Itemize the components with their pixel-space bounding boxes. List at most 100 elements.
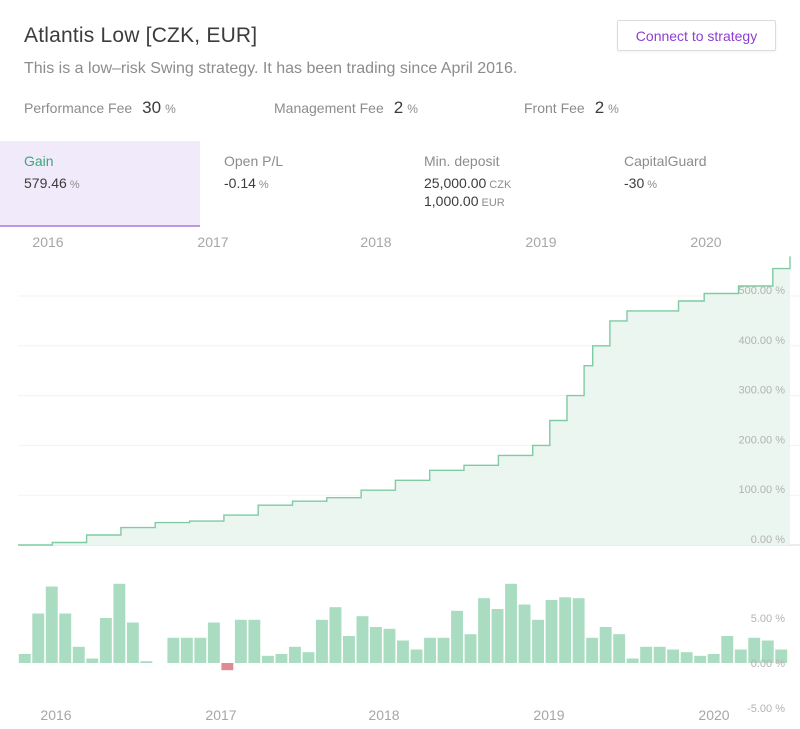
bar-positive xyxy=(180,637,193,663)
tab-min-deposit[interactable]: Min. deposit 25,000.00 CZK 1,000.00 EUR xyxy=(400,141,600,227)
bar-positive xyxy=(383,628,396,663)
tab-value: -0.14% xyxy=(224,175,269,191)
bar-positive xyxy=(275,654,288,663)
gain-line xyxy=(18,256,791,546)
front-fee: Front Fee 2 % xyxy=(524,98,619,118)
y-axis-label: 0.00 % xyxy=(751,534,785,546)
tab-value: -30% xyxy=(624,175,658,191)
bar-positive xyxy=(397,640,409,663)
bar-positive xyxy=(775,649,788,663)
bar-positive xyxy=(45,586,58,663)
bar-positive xyxy=(424,637,436,663)
bar-positive xyxy=(721,636,734,663)
x-axis-label-bottom: 2019 xyxy=(533,707,564,723)
tab-value: 579.46% xyxy=(24,175,80,191)
bar-positive xyxy=(707,654,720,663)
bar-positive xyxy=(451,610,463,663)
x-axis-label-top: 2019 xyxy=(525,234,556,250)
bar-positive xyxy=(518,604,531,663)
bar-positive xyxy=(86,658,99,663)
x-axis-label-top: 2017 xyxy=(197,234,228,250)
fee-value: 30 xyxy=(142,98,162,117)
bar-positive xyxy=(59,613,72,663)
bar-positive xyxy=(667,649,680,663)
x-axis-label-bottom: 2016 xyxy=(40,707,71,723)
connect-to-strategy-button[interactable]: Connect to strategy xyxy=(617,20,776,51)
stats-tabs: Gain 579.46% Open P/L -0.14% Min. deposi… xyxy=(0,141,800,227)
bar-positive xyxy=(126,622,139,663)
bar-positive xyxy=(410,649,423,663)
bar-positive xyxy=(640,646,653,663)
fee-value: 2 xyxy=(594,98,605,117)
tab-label: CapitalGuard xyxy=(624,153,707,169)
bar-positive xyxy=(356,616,369,663)
bar-positive xyxy=(599,627,612,663)
bar-negative xyxy=(221,663,234,671)
x-axis-label-top: 2020 xyxy=(690,234,721,250)
bar-positive xyxy=(167,637,180,663)
fee-unit: % xyxy=(407,102,418,116)
gain-chart: 2016 2017 2018 2019 2020 0.00 % 100.00 % 200.00… xyxy=(18,234,800,723)
fee-unit: % xyxy=(608,102,619,116)
bar-positive xyxy=(194,637,207,663)
bar-positive xyxy=(586,637,599,663)
tab-label: Gain xyxy=(24,153,54,169)
tab-value: 25,000.00 CZK xyxy=(424,175,512,191)
bar-positive xyxy=(545,600,558,663)
bar-positive xyxy=(559,597,572,663)
tab-label: Open P/L xyxy=(224,153,284,169)
strategy-title: Atlantis Low [CZK, EUR] xyxy=(24,24,258,47)
bar-positive xyxy=(234,619,247,663)
bar-positive xyxy=(99,618,112,663)
x-axis-label-top: 2018 xyxy=(360,234,391,250)
bar-positive xyxy=(464,634,477,663)
bar-positive xyxy=(626,658,639,663)
bar-positive xyxy=(248,619,261,663)
bar-positive xyxy=(207,622,220,663)
bar-positive xyxy=(262,655,274,663)
bar-positive xyxy=(316,619,328,663)
bar-positive xyxy=(532,619,544,663)
bar-y-axis-label: -5.00 % xyxy=(747,703,785,715)
y-axis-label: 500.00 % xyxy=(739,285,786,297)
tab-capitalguard[interactable]: CapitalGuard -30% xyxy=(600,141,800,227)
fee-value: 2 xyxy=(393,98,404,117)
bar-positive xyxy=(289,646,301,663)
gain-area-fill xyxy=(18,256,790,545)
bar-positive xyxy=(140,661,153,663)
bar-positive xyxy=(761,640,774,663)
strategy-subtitle: This is a low–risk Swing strategy. It ha… xyxy=(24,60,518,77)
x-axis-label-bottom: 2020 xyxy=(698,707,729,723)
bar-positive xyxy=(653,646,666,663)
bar-positive xyxy=(572,598,585,663)
management-fee: Management Fee 2 % xyxy=(274,98,418,118)
y-axis-label: 200.00 % xyxy=(739,434,786,446)
tab-gain[interactable]: Gain 579.46% xyxy=(0,141,200,227)
fee-unit: % xyxy=(165,102,176,116)
bar-positive xyxy=(680,652,693,663)
bar-positive xyxy=(613,634,626,663)
y-axis-label: 300.00 % xyxy=(739,385,786,397)
bar-positive xyxy=(72,646,85,663)
bar-positive xyxy=(694,655,707,663)
y-axis-label: 400.00 % xyxy=(739,335,786,347)
fee-label: Performance Fee xyxy=(24,100,133,116)
bar-positive xyxy=(343,636,355,663)
bar-positive xyxy=(437,637,450,663)
bar-y-axis-label: 5.00 % xyxy=(751,613,785,625)
bar-positive xyxy=(18,654,31,663)
bar-positive xyxy=(491,609,504,663)
x-axis-label-top: 2016 xyxy=(32,234,63,250)
bar-positive xyxy=(505,583,517,663)
fee-label: Front Fee xyxy=(524,100,585,116)
tab-value-secondary: 1,000.00 EUR xyxy=(424,193,505,209)
bar-positive xyxy=(113,583,126,663)
bar-positive xyxy=(370,627,382,663)
bar-positive xyxy=(478,598,490,663)
performance-fee: Performance Fee 30 % xyxy=(24,98,176,118)
x-axis-label-bottom: 2018 xyxy=(368,707,399,723)
y-axis-label: 100.00 % xyxy=(739,484,786,496)
bar-positive xyxy=(302,652,315,663)
tab-open-pl[interactable]: Open P/L -0.14% xyxy=(200,141,400,227)
tab-label: Min. deposit xyxy=(424,153,500,169)
